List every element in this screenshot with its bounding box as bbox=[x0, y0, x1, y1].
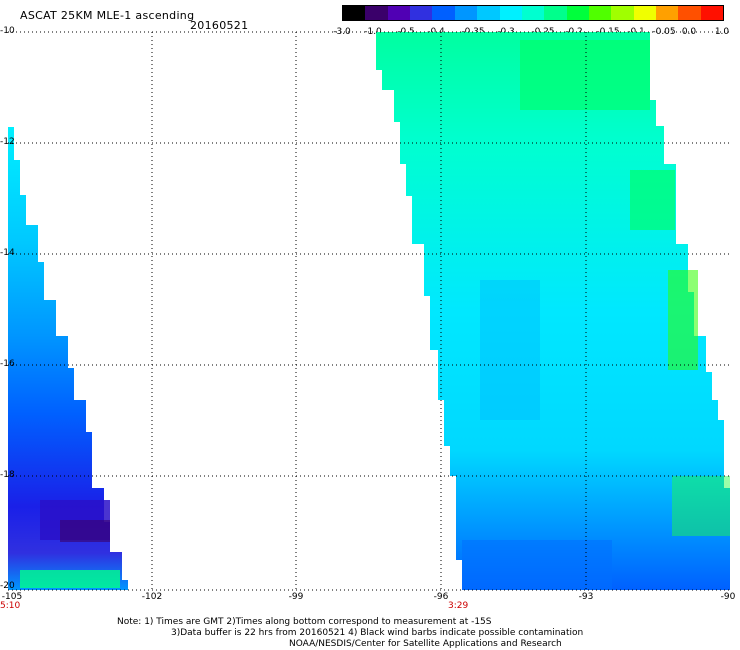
frame-ticks bbox=[8, 31, 730, 591]
green-patch bbox=[630, 170, 675, 230]
colorbar-segment bbox=[611, 6, 634, 20]
lat-label: -14 bbox=[0, 248, 15, 258]
colorbar-segment bbox=[454, 6, 478, 20]
green-patch bbox=[20, 570, 120, 588]
lon-label: -96 bbox=[433, 592, 449, 602]
colorbar-tick-label: -3.0 bbox=[333, 27, 351, 37]
date-label: 20160521 bbox=[190, 19, 249, 32]
note-line: NOAA/NESDIS/Center for Satellite Applica… bbox=[289, 639, 562, 649]
colorbar-segment bbox=[588, 6, 612, 20]
colorbar-segment bbox=[365, 6, 388, 20]
colorbar-segment bbox=[633, 6, 657, 20]
note-line: 3)Data buffer is 22 hrs from 20160521 4)… bbox=[171, 628, 584, 638]
blue-patch bbox=[462, 540, 612, 590]
lat-label: -10 bbox=[0, 26, 15, 36]
colorbar-segment bbox=[544, 6, 567, 20]
colorbar-segment bbox=[477, 6, 500, 20]
lat-label: -20 bbox=[0, 581, 15, 591]
colorbar-segment bbox=[566, 6, 589, 20]
note-line: Note: 1) Times are GMT 2)Times along bot… bbox=[117, 617, 492, 627]
grid bbox=[8, 32, 730, 590]
colorbar-segment bbox=[700, 6, 724, 20]
lon-label: -105 bbox=[1, 592, 23, 602]
colorbar-segment bbox=[432, 6, 455, 20]
colorbar-segment bbox=[678, 6, 701, 20]
colorbar-segment bbox=[410, 6, 433, 20]
time-label: 5:10 bbox=[0, 601, 21, 611]
lon-label: -99 bbox=[288, 592, 304, 602]
dark-patch bbox=[60, 520, 110, 542]
time-label: 3:29 bbox=[448, 601, 469, 611]
lat-label: -18 bbox=[0, 470, 15, 480]
lon-label: -102 bbox=[141, 592, 163, 602]
blue-patch bbox=[480, 280, 540, 420]
lon-label: -93 bbox=[578, 592, 594, 602]
title: ASCAT 25KM MLE-1 ascending bbox=[20, 9, 195, 22]
green-patch bbox=[668, 270, 698, 370]
colorbar-segment bbox=[656, 6, 679, 20]
colorbar bbox=[342, 5, 724, 21]
lat-label: -16 bbox=[0, 359, 15, 369]
colorbar-segment bbox=[499, 6, 522, 20]
lat-label: -12 bbox=[0, 137, 15, 147]
lon-label: -90 bbox=[720, 592, 736, 602]
colorbar-tick-label: 1.0 bbox=[714, 27, 730, 37]
green-patch bbox=[520, 40, 650, 110]
colorbar-segment bbox=[521, 6, 545, 20]
left-swath bbox=[8, 127, 128, 590]
colorbar-segment bbox=[343, 6, 366, 20]
colorbar-segment bbox=[387, 6, 411, 20]
green-patch bbox=[672, 476, 730, 536]
